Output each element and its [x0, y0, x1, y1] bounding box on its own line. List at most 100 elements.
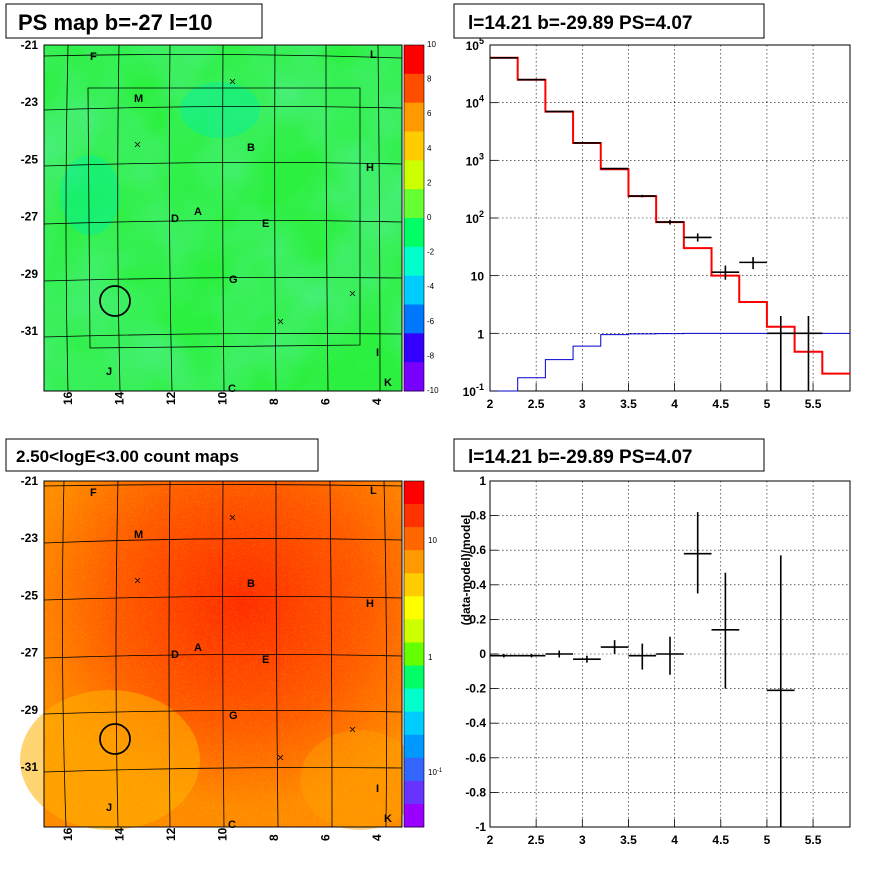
colorbar-swatch: [404, 160, 424, 190]
colorbar-tick-label: 4: [427, 144, 432, 153]
colorbar-swatch: [404, 45, 424, 75]
colorbar-swatch: [404, 550, 424, 574]
colorbar-tick-label: -2: [427, 248, 435, 257]
residual-panel: l=14.21 b=-29.89 PS=4.07 2 2.5 3 3.5 4 4.5 5 5.…: [453, 438, 851, 847]
colorbar-tick-label: -8: [427, 351, 435, 360]
map-bottom-colorbar-ticks: 10 1 10-1: [428, 536, 443, 777]
x-tick-label: 5.5: [805, 833, 822, 847]
x-tick-label: 4: [671, 833, 678, 847]
point-label: J: [106, 366, 112, 378]
point-label: K: [384, 813, 392, 825]
spectrum-model-blue: [490, 332, 850, 392]
y-tick-label: 104: [466, 94, 484, 111]
colorbar-tick-label: 1: [428, 653, 433, 662]
map-top-crosses: [134, 78, 356, 325]
y-tick-label: 0.2: [469, 612, 486, 626]
colorbar-tick-label: 10: [428, 536, 437, 545]
y-tick-label: 105: [466, 36, 484, 53]
map-x-tick-label: 12: [164, 827, 178, 841]
y-tick-label: 0: [479, 647, 486, 661]
histogram-line: [490, 332, 850, 392]
point-label: M: [134, 529, 143, 541]
colorbar-swatch: [404, 304, 424, 334]
point-label: D: [171, 649, 179, 661]
map-top-y-ticks: -21 -23 -25 -27 -29 -31: [21, 38, 39, 338]
point-label: A: [194, 642, 202, 654]
residual-grid: [490, 481, 850, 827]
x-tick-label: 4.5: [712, 833, 729, 847]
map-top-coord-grid: [43, 44, 403, 392]
point-label: C: [228, 383, 236, 395]
colorbar-swatch: [404, 688, 424, 713]
point-label: J: [106, 802, 112, 814]
map-x-tick-label: 10: [216, 827, 230, 841]
x-tick-label: 5: [764, 397, 771, 411]
y-tick-label: 0.8: [469, 509, 486, 523]
map-y-tick-label: -25: [21, 588, 39, 602]
colorbar-tick-label: 10: [427, 40, 436, 49]
residual-y-ticks: 1 0.8 0.6 0.4 0.2 0 -0.2 -0.4 -0.6 -0.8 -1: [465, 474, 498, 834]
spectrum-grid: [490, 45, 850, 391]
point-label: B: [247, 142, 255, 154]
map-top-title-box: [5, 3, 263, 39]
map-x-tick-label: 6: [319, 834, 333, 841]
map-y-tick-label: -25: [21, 152, 39, 166]
map-bottom-y-ticks: -21 -23 -25 -27 -29 -31: [21, 474, 39, 774]
map-y-tick-label: -29: [21, 267, 39, 281]
map-y-tick-label: -23: [21, 95, 39, 109]
point-label: E: [262, 654, 269, 666]
point-label: B: [247, 578, 255, 590]
point-label: K: [384, 377, 392, 389]
map-top-x-ticks: 16 14 12 10 8 6 4: [61, 391, 384, 405]
map-x-tick-label: 6: [319, 398, 333, 405]
map-x-tick-label: 14: [113, 391, 127, 405]
map-bottom-crosses: [134, 514, 356, 761]
map-x-tick-label: 10: [216, 391, 230, 405]
colorbar-tick-label: 0: [427, 213, 432, 222]
map-x-tick-label: 16: [61, 391, 75, 405]
map-y-tick-label: -27: [21, 646, 39, 660]
x-tick-label: 5: [764, 833, 771, 847]
point-label: D: [171, 213, 179, 225]
x-tick-label: 2.5: [528, 833, 545, 847]
point-label: H: [366, 598, 374, 610]
point-label: C: [228, 819, 236, 831]
x-tick-label: 4.5: [712, 397, 729, 411]
x-tick-label: 4: [671, 397, 678, 411]
point-label: A: [194, 206, 202, 218]
map-y-tick-label: -31: [21, 324, 39, 338]
point-label: I: [376, 783, 379, 795]
x-tick-label: 2.5: [528, 397, 545, 411]
map-top-title: PS map b=-27 l=10: [18, 10, 212, 35]
colorbar-swatch: [404, 73, 424, 104]
colorbar-swatch: [404, 527, 424, 551]
map-bottom-coord-grid: [43, 480, 403, 828]
y-tick-label: 0.6: [469, 543, 486, 557]
residual-title-box: [453, 438, 765, 472]
point-label: L: [370, 485, 377, 497]
colorbar-swatch: [404, 803, 424, 828]
point-label: E: [262, 218, 269, 230]
colorbar-tick-label: 6: [427, 109, 432, 118]
y-tick-label: -0.2: [465, 682, 486, 696]
colorbar-swatch: [404, 757, 424, 782]
colorbar-swatch: [404, 665, 424, 690]
colorbar-swatch: [404, 780, 424, 805]
y-tick-label: 0.4: [469, 578, 486, 592]
spectrum-title: l=14.21 b=-29.89 PS=4.07: [468, 13, 692, 34]
colorbar-tick-label: -4: [427, 282, 435, 291]
map-bottom-title-box: [5, 438, 319, 472]
map-bottom-title: 2.50<logE<3.00 count maps: [16, 447, 239, 466]
map-x-tick-label: 8: [267, 398, 281, 405]
point-label: I: [376, 347, 379, 359]
colorbar-swatch: [404, 619, 424, 643]
map-y-tick-label: -31: [21, 760, 39, 774]
x-tick-label: 2: [487, 833, 494, 847]
colorbar-swatch: [404, 189, 424, 219]
y-tick-label: 103: [466, 151, 484, 168]
map-top-source-circle: [99, 285, 131, 317]
map-x-tick-label: 4: [370, 834, 384, 841]
spectrum-panel: l=14.21 b=-29.89 PS=4.07 2 2.5 3 3.5 4 4.5 5 5.…: [453, 3, 851, 411]
colorbar-swatch: [404, 481, 424, 505]
